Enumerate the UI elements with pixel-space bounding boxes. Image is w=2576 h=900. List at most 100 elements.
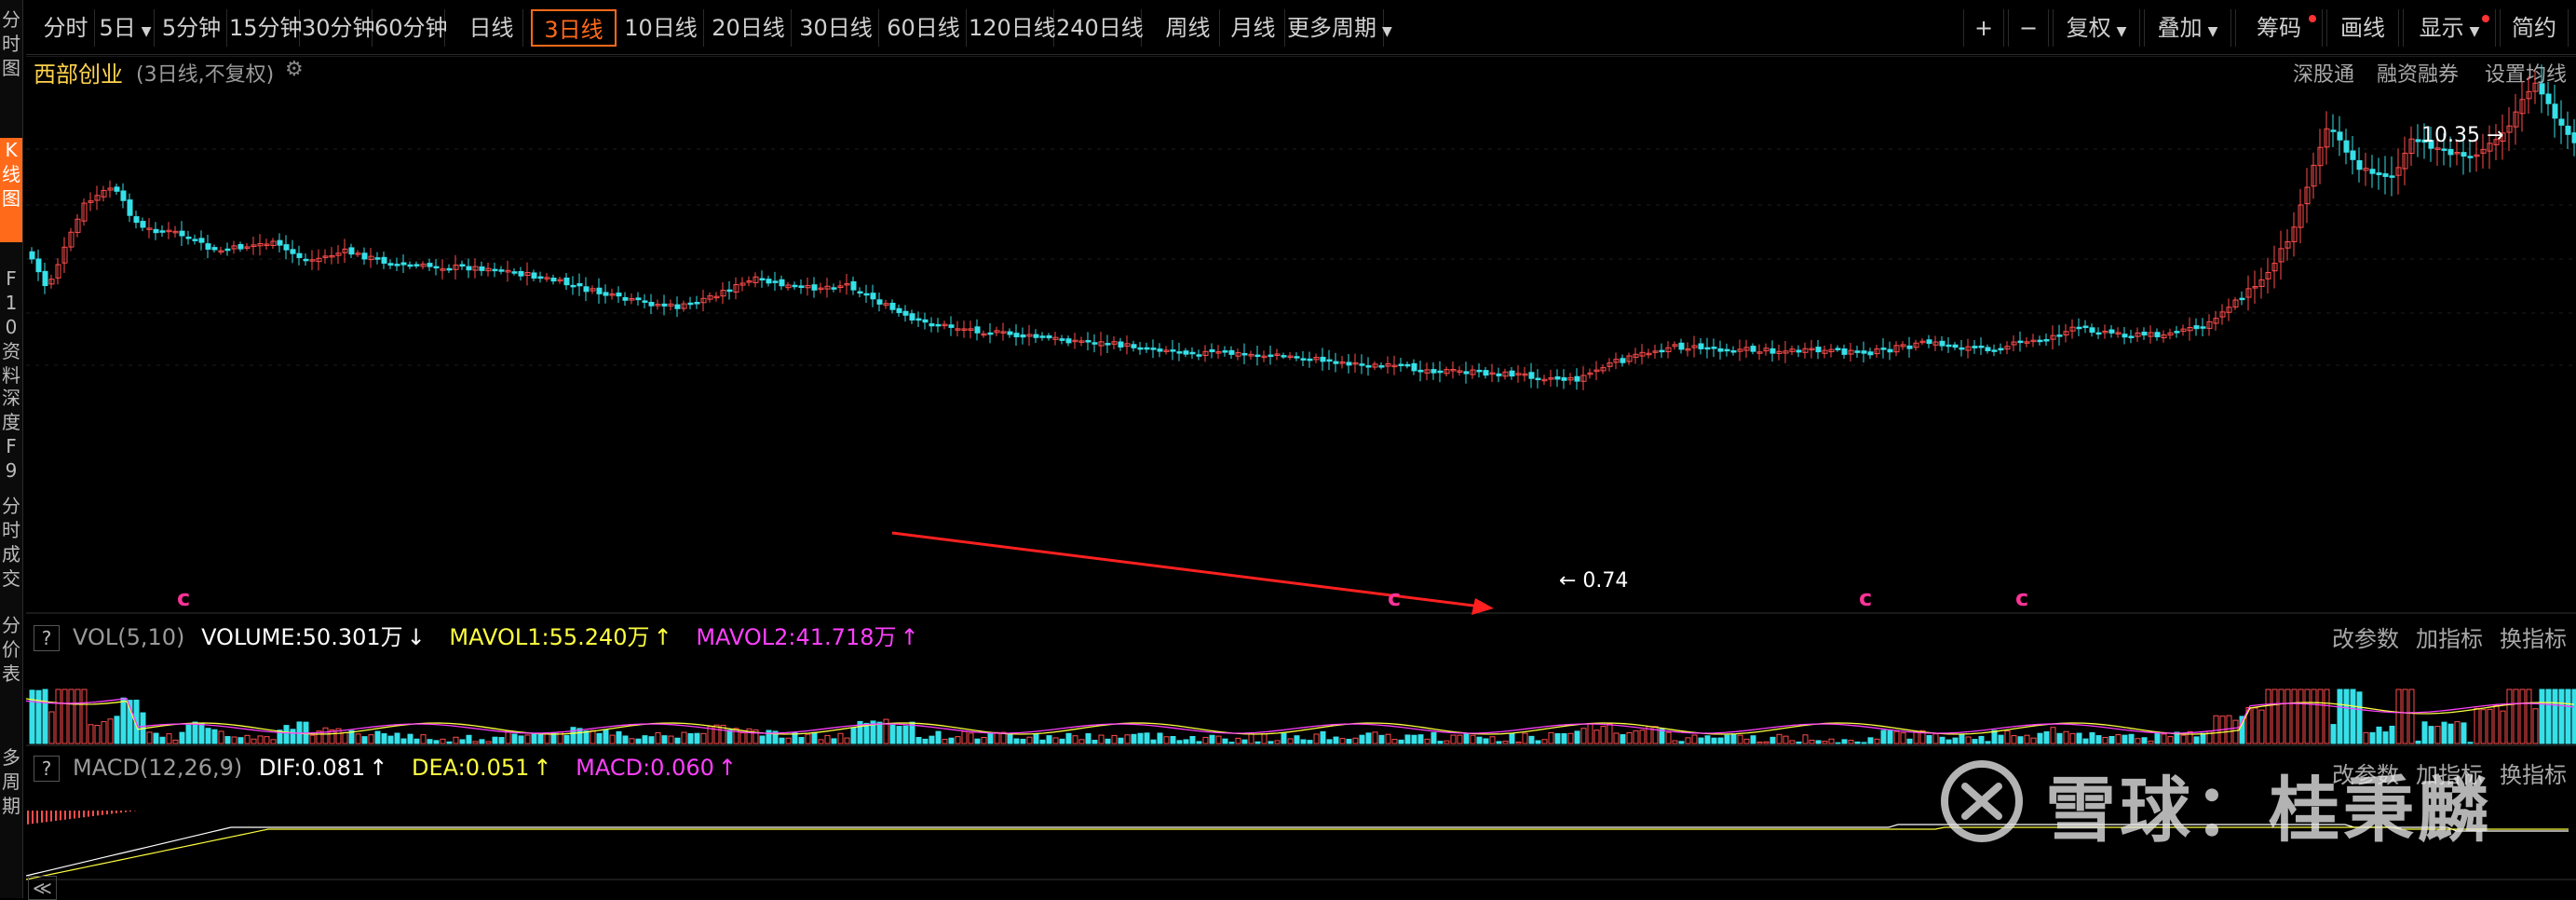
volume-bar xyxy=(1483,738,1489,744)
left-tab-6[interactable]: 多周期 xyxy=(2,746,20,817)
candle xyxy=(1587,368,1593,379)
macd-legend: ? MACD(12,26,9) DIF:0.081 ↑ DEA:0.051 ↑ MAC… xyxy=(34,755,737,782)
volume-bar xyxy=(863,722,870,744)
vol-switch-indicator[interactable]: 换指标 xyxy=(2500,626,2567,652)
volume-bar xyxy=(1404,734,1411,744)
volume-bar xyxy=(1959,733,1965,744)
toolbar-right-btn-6[interactable]: 显示 ▼ xyxy=(2403,9,2496,47)
candle xyxy=(237,241,244,252)
volume-bar xyxy=(929,735,935,744)
toolbar-btn-12[interactable]: 120日线 xyxy=(969,9,1056,47)
toolbar-btn-14[interactable]: 周线 xyxy=(1157,9,1220,47)
volume-bar xyxy=(2343,689,2350,744)
candle xyxy=(648,293,655,315)
toolbar-btn-15[interactable]: 月线 xyxy=(1222,9,1285,47)
toolbar-right-btn-7[interactable]: 简约 xyxy=(2500,9,2569,47)
volume-bar xyxy=(237,737,244,744)
toolbar-btn-10[interactable]: 30日线 xyxy=(793,9,879,47)
macd-change-params[interactable]: 改参数 xyxy=(2332,762,2399,788)
link-shenguotong[interactable]: 深股通 xyxy=(2293,63,2355,87)
toolbar-btn-0[interactable]: 分时 xyxy=(37,9,95,47)
volume-bar xyxy=(2193,736,2200,744)
candle xyxy=(576,273,583,296)
volume-bar xyxy=(2252,707,2258,744)
toolbar-right-btn-2[interactable]: 复权 ▼ xyxy=(2053,9,2140,47)
candle xyxy=(2447,136,2454,168)
volume-bar xyxy=(2200,732,2206,744)
toolbar-btn-16[interactable]: 更多周期 ▼ xyxy=(1287,9,1392,47)
toolbar-btn-9[interactable]: 20日线 xyxy=(706,9,792,47)
candle xyxy=(2030,334,2037,348)
volume-bar xyxy=(1209,734,1215,744)
toolbar-btn-3[interactable]: 15分钟 xyxy=(229,9,303,47)
volume-bar xyxy=(2167,736,2174,744)
toolbar-btn-1[interactable]: 5日 ▼ xyxy=(97,9,155,47)
volume-bar xyxy=(2324,689,2330,744)
toolbar-right-btn-3[interactable]: 叠加 ▼ xyxy=(2144,9,2231,47)
help-icon[interactable]: ? xyxy=(34,756,60,782)
volume-bar xyxy=(1946,739,1952,744)
toolbar-btn-8[interactable]: 10日线 xyxy=(618,9,704,47)
candle xyxy=(792,281,798,290)
macd-switch-indicator[interactable]: 换指标 xyxy=(2500,762,2567,788)
volume-bar xyxy=(2291,689,2298,744)
candle xyxy=(1378,361,1385,370)
candle xyxy=(942,320,948,330)
volume-bar xyxy=(205,728,211,744)
link-margin-trading[interactable]: 融资融券 xyxy=(2377,63,2460,87)
left-tab-2[interactable]: F10资料 xyxy=(2,267,20,387)
macd-add-indicator[interactable]: 加指标 xyxy=(2416,762,2483,788)
candle xyxy=(1398,357,1404,373)
link-set-ma[interactable]: 设置均线 xyxy=(2485,63,2568,87)
kline-chart[interactable]: 10.35 → ← 0.74 c c c c xyxy=(26,56,2576,894)
gear-icon[interactable]: ⚙ xyxy=(285,58,304,81)
vol-change-params[interactable]: 改参数 xyxy=(2332,626,2399,652)
volume-bar xyxy=(1411,734,1417,744)
help-icon[interactable]: ? xyxy=(34,625,60,651)
candle xyxy=(766,275,772,287)
left-tab-3[interactable]: 深度F9 xyxy=(2,387,20,482)
candle xyxy=(1769,340,1776,362)
candle xyxy=(505,260,511,282)
candle xyxy=(1000,322,1007,341)
candle xyxy=(2454,140,2461,166)
volume-bar xyxy=(1072,735,1078,744)
candle xyxy=(968,320,974,339)
toolbar-btn-4[interactable]: 30分钟 xyxy=(302,9,375,47)
toolbar-btn-11[interactable]: 60日线 xyxy=(881,9,967,47)
volume-bar xyxy=(590,730,596,744)
left-tab-4[interactable]: 分时成交 xyxy=(2,495,20,590)
toolbar-btn-7[interactable]: 3日线 xyxy=(531,9,617,47)
toolbar-btn-6[interactable]: 日线 xyxy=(460,9,523,47)
candle xyxy=(1026,324,1033,347)
candle xyxy=(1698,338,1704,355)
candle xyxy=(1065,335,1072,347)
trend-arrow-line xyxy=(891,531,1489,609)
candle xyxy=(1633,348,1639,364)
candle xyxy=(1222,346,1228,357)
left-tab-5[interactable]: 分价表 xyxy=(2,614,20,685)
toolbar-btn-13[interactable]: 240日线 xyxy=(1056,9,1144,47)
toolbar-right-btn-4[interactable]: 筹码 xyxy=(2235,9,2323,47)
toolbar-btn-2[interactable]: 5分钟 xyxy=(156,9,227,47)
volume-bar xyxy=(1476,736,1483,744)
candle xyxy=(498,266,505,275)
vol-add-indicator[interactable]: 加指标 xyxy=(2416,626,2483,652)
candle xyxy=(1952,342,1959,350)
candle xyxy=(1861,341,1867,363)
candle xyxy=(1998,343,2004,355)
collapse-button[interactable]: ≪ xyxy=(28,876,57,900)
caret-down-icon: ▼ xyxy=(2469,24,2480,39)
candle xyxy=(1052,331,1059,346)
left-tab-1[interactable]: K线图 xyxy=(0,138,22,242)
candle xyxy=(1287,351,1294,361)
volume-bar xyxy=(192,721,198,744)
candle xyxy=(2180,324,2187,336)
toolbar-right-btn-1[interactable]: − xyxy=(2008,9,2049,47)
toolbar-right-btn-5[interactable]: 画线 xyxy=(2326,9,2399,47)
notification-dot xyxy=(2309,15,2316,22)
toolbar-btn-5[interactable]: 60分钟 xyxy=(374,9,448,47)
volume-bar xyxy=(2506,689,2513,744)
left-tab-0[interactable]: 分时图 xyxy=(2,8,20,79)
toolbar-right-btn-0[interactable]: + xyxy=(1963,9,2004,47)
